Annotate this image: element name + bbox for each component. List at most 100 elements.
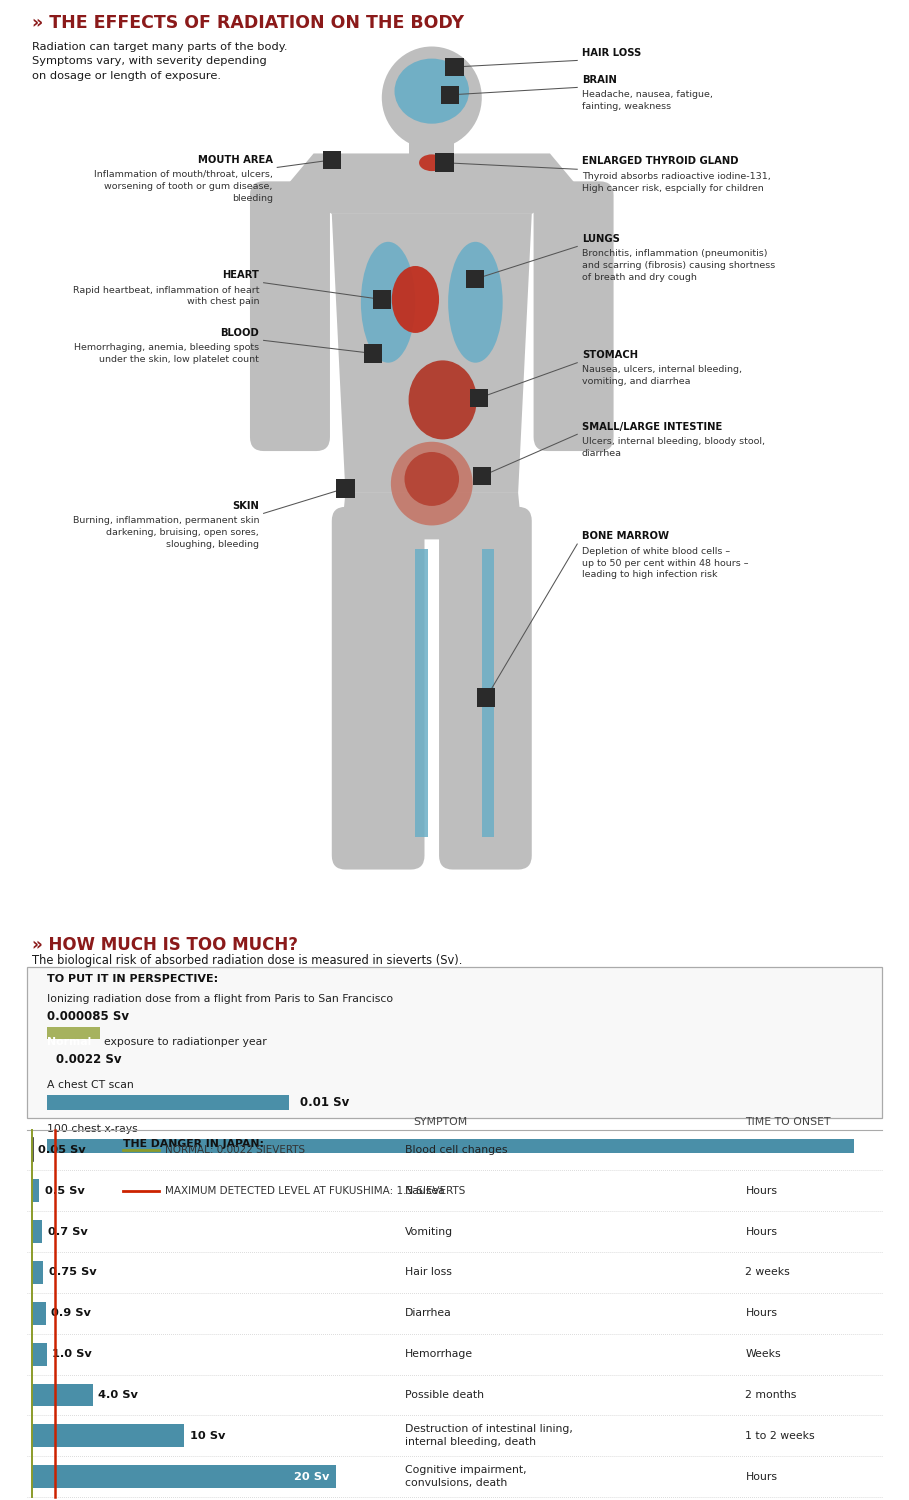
FancyBboxPatch shape <box>534 182 614 452</box>
Bar <box>441 86 459 104</box>
Text: 10 Sv: 10 Sv <box>190 1431 225 1442</box>
Text: Nausea: Nausea <box>405 1186 445 1196</box>
Bar <box>466 270 484 288</box>
Text: Hours: Hours <box>745 1227 777 1236</box>
Text: TO PUT IT IN PERSPECTIVE:: TO PUT IT IN PERSPECTIVE: <box>47 974 218 984</box>
Text: 0.9 Sv: 0.9 Sv <box>51 1308 91 1318</box>
Text: Radiation can target many parts of the body.
Symptoms vary, with severity depend: Radiation can target many parts of the b… <box>32 42 287 81</box>
Text: Hours: Hours <box>745 1472 777 1482</box>
Bar <box>373 290 391 309</box>
Ellipse shape <box>395 58 469 123</box>
Ellipse shape <box>361 242 415 363</box>
Text: MAXIMUM DETECTED LEVEL AT FUKUSHIMA: 1.5 SIEVERTS: MAXIMUM DETECTED LEVEL AT FUKUSHIMA: 1.5… <box>165 1186 464 1196</box>
Text: Hemorrhaging, anemia, bleeding spots
under the skin, low platelet count: Hemorrhaging, anemia, bleeding spots und… <box>74 344 259 364</box>
Ellipse shape <box>392 266 439 333</box>
Text: Inflammation of mouth/throat, ulcers,
worsening of tooth or gum disease,
bleedin: Inflammation of mouth/throat, ulcers, wo… <box>94 170 273 202</box>
Bar <box>32 1179 39 1202</box>
Text: Bronchitis, inflammation (pneumonitis)
and scarring (fibrosis) causing shortness: Bronchitis, inflammation (pneumonitis) a… <box>582 249 775 282</box>
Bar <box>482 549 494 837</box>
Text: A chest CT scan: A chest CT scan <box>47 1080 134 1090</box>
FancyBboxPatch shape <box>250 182 330 452</box>
Text: exposure to radiationper year: exposure to radiationper year <box>104 1036 266 1047</box>
Bar <box>32 1220 43 1244</box>
Text: Destruction of intestinal lining,
internal bleeding, death: Destruction of intestinal lining, intern… <box>405 1425 573 1448</box>
FancyBboxPatch shape <box>439 507 532 870</box>
Bar <box>477 688 495 706</box>
Text: STOMACH: STOMACH <box>582 350 638 360</box>
Bar <box>415 549 428 837</box>
Text: HEART: HEART <box>222 270 259 280</box>
Bar <box>32 1383 93 1407</box>
Text: HAIR LOSS: HAIR LOSS <box>582 48 641 57</box>
Bar <box>32 1342 47 1365</box>
Text: Hours: Hours <box>745 1308 777 1318</box>
Bar <box>32 1262 44 1284</box>
Text: 100 chest x-rays: 100 chest x-rays <box>47 1124 138 1134</box>
Text: LUNGS: LUNGS <box>582 234 620 243</box>
Text: MOUTH AREA: MOUTH AREA <box>197 154 273 165</box>
Bar <box>32 1425 184 1448</box>
Text: Cognitive impairment,
convulsions, death: Cognitive impairment, convulsions, death <box>405 1466 526 1488</box>
Text: BLOOD: BLOOD <box>220 327 259 338</box>
Bar <box>32 1466 336 1488</box>
Text: TIME TO ONSET: TIME TO ONSET <box>745 1116 831 1126</box>
Ellipse shape <box>448 242 503 363</box>
Ellipse shape <box>408 360 476 440</box>
Ellipse shape <box>391 441 473 525</box>
Text: Vomiting: Vomiting <box>405 1227 453 1236</box>
Bar <box>435 153 454 173</box>
Text: 1.0 Sv: 1.0 Sv <box>53 1348 92 1359</box>
Text: The biological risk of absorbed radiation dose is measured in sieverts (Sv).: The biological risk of absorbed radiatio… <box>32 954 462 968</box>
Bar <box>445 57 464 76</box>
Text: Thyroid absorbs radioactive iodine-131,
High cancer risk, espcially for children: Thyroid absorbs radioactive iodine-131, … <box>582 172 771 194</box>
Text: Weeks: Weeks <box>745 1348 781 1359</box>
Text: SMALL/LARGE INTESTINE: SMALL/LARGE INTESTINE <box>582 422 722 432</box>
Bar <box>47 1095 289 1110</box>
Polygon shape <box>341 494 523 540</box>
Text: 4.0 Sv: 4.0 Sv <box>98 1390 138 1400</box>
Text: 0.05 Sv: 0.05 Sv <box>38 1144 85 1155</box>
Ellipse shape <box>405 452 459 506</box>
Bar <box>323 150 341 170</box>
Ellipse shape <box>419 154 445 171</box>
Text: NORMAL: 0.0022 SIEVERTS: NORMAL: 0.0022 SIEVERTS <box>165 1144 305 1155</box>
Text: Hours: Hours <box>745 1186 777 1196</box>
Text: 0.01 Sv: 0.01 Sv <box>300 1096 350 1108</box>
Text: Diarrhea: Diarrhea <box>405 1308 451 1318</box>
Text: Rapid heartbeat, inflammation of heart
with chest pain: Rapid heartbeat, inflammation of heart w… <box>73 285 259 306</box>
Text: » THE EFFECTS OF RADIATION ON THE BODY: » THE EFFECTS OF RADIATION ON THE BODY <box>32 13 464 32</box>
Text: » HOW MUCH IS TOO MUCH?: » HOW MUCH IS TOO MUCH? <box>32 936 298 954</box>
Polygon shape <box>332 214 532 494</box>
FancyBboxPatch shape <box>332 507 425 870</box>
Text: THE DANGER IN JAPAN:: THE DANGER IN JAPAN: <box>123 1138 264 1149</box>
Bar <box>47 1028 100 1039</box>
Text: Normal: Normal <box>47 1036 92 1047</box>
Bar <box>470 388 488 408</box>
Circle shape <box>382 46 482 148</box>
Text: Ulcers, internal bleeding, bloody stool,
diarrhea: Ulcers, internal bleeding, bloody stool,… <box>582 436 764 457</box>
Text: Ionizing radiation dose from a flight from Paris to San Francisco: Ionizing radiation dose from a flight fr… <box>47 994 394 1004</box>
Bar <box>336 478 355 498</box>
Text: 1 to 2 weeks: 1 to 2 weeks <box>745 1431 815 1442</box>
Bar <box>364 344 382 363</box>
Text: 0.000085 Sv: 0.000085 Sv <box>47 1010 129 1023</box>
Text: 2 months: 2 months <box>745 1390 797 1400</box>
Text: Possible death: Possible death <box>405 1390 484 1400</box>
Text: 2 weeks: 2 weeks <box>745 1268 790 1278</box>
Text: SKIN: SKIN <box>232 501 259 510</box>
Text: 0.75 Sv: 0.75 Sv <box>49 1268 96 1278</box>
Bar <box>47 1138 854 1154</box>
Bar <box>27 968 882 1118</box>
Text: Headache, nausea, fatigue,
fainting, weakness: Headache, nausea, fatigue, fainting, wea… <box>582 90 713 111</box>
Text: Nausea, ulcers, internal bleeding,
vomiting, and diarrhea: Nausea, ulcers, internal bleeding, vomit… <box>582 366 742 387</box>
Text: ENLARGED THYROID GLAND: ENLARGED THYROID GLAND <box>582 156 738 166</box>
Text: 0.7 Sv: 0.7 Sv <box>48 1227 87 1236</box>
Text: 20 Sv: 20 Sv <box>294 1472 329 1482</box>
Text: SYMPTOM: SYMPTOM <box>414 1116 468 1126</box>
Text: BONE MARROW: BONE MARROW <box>582 531 669 542</box>
Bar <box>473 466 491 486</box>
Text: Hair loss: Hair loss <box>405 1268 452 1278</box>
Text: Depletion of white blood cells –
up to 50 per cent within 48 hours –
leading to : Depletion of white blood cells – up to 5… <box>582 548 748 579</box>
Text: BRAIN: BRAIN <box>582 75 616 84</box>
Polygon shape <box>286 153 577 214</box>
